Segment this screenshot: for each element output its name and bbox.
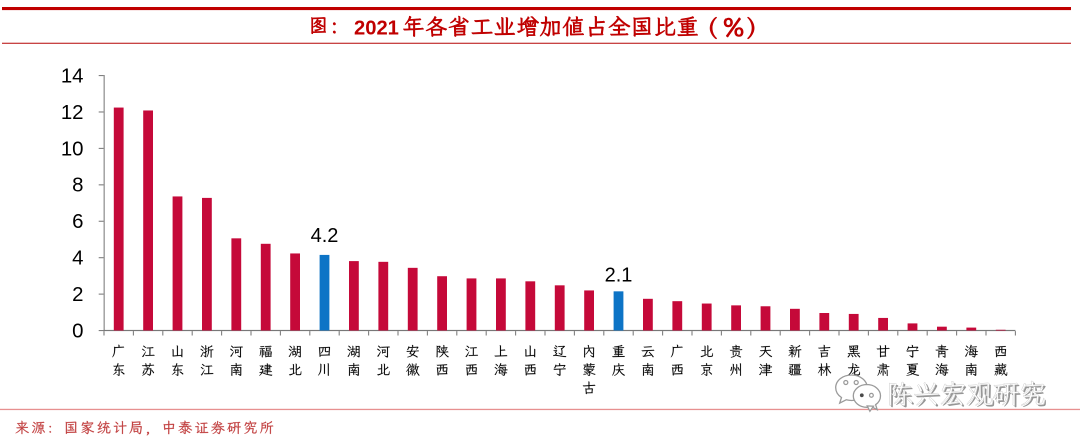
svg-text:4: 4 <box>72 248 83 270</box>
svg-text:14: 14 <box>61 65 84 87</box>
svg-text:0: 0 <box>72 320 83 342</box>
svg-text:2021: 2021 <box>354 18 399 40</box>
svg-text:2: 2 <box>72 284 83 306</box>
svg-text:12: 12 <box>61 102 84 124</box>
svg-text:6: 6 <box>72 211 83 233</box>
svg-text:8: 8 <box>72 175 83 197</box>
svg-text:10: 10 <box>61 138 84 160</box>
svg-text:4.2: 4.2 <box>311 225 339 247</box>
svg-text:2.1: 2.1 <box>605 264 633 286</box>
